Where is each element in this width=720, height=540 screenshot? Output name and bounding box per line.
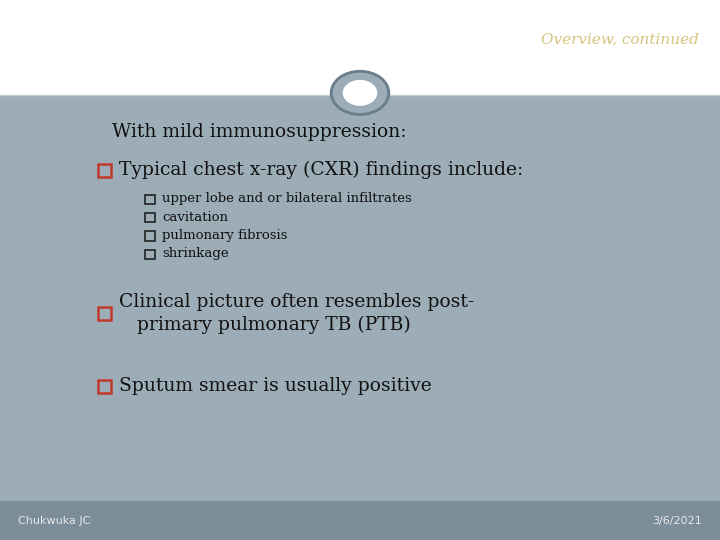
Text: Clinical picture often resembles post-
   primary pulmonary TB (PTB): Clinical picture often resembles post- p… [119, 293, 474, 334]
Text: Chukwuka JC: Chukwuka JC [18, 516, 91, 525]
FancyBboxPatch shape [0, 501, 720, 540]
Text: Sputum smear is usually positive: Sputum smear is usually positive [119, 377, 431, 395]
Circle shape [343, 80, 377, 106]
Text: pulmonary fibrosis: pulmonary fibrosis [162, 229, 287, 242]
Text: With mild immunosuppression:: With mild immunosuppression: [112, 123, 406, 141]
Text: Typical chest x-ray (CXR) findings include:: Typical chest x-ray (CXR) findings inclu… [119, 161, 523, 179]
Text: shrinkage: shrinkage [162, 247, 229, 260]
Text: 3/6/2021: 3/6/2021 [652, 516, 702, 525]
Text: upper lobe and or bilateral infiltrates: upper lobe and or bilateral infiltrates [162, 192, 412, 205]
FancyBboxPatch shape [0, 0, 720, 94]
FancyBboxPatch shape [0, 94, 720, 501]
Text: cavitation: cavitation [162, 211, 228, 224]
Text: Overview, continued: Overview, continued [541, 33, 698, 46]
Circle shape [331, 71, 389, 114]
